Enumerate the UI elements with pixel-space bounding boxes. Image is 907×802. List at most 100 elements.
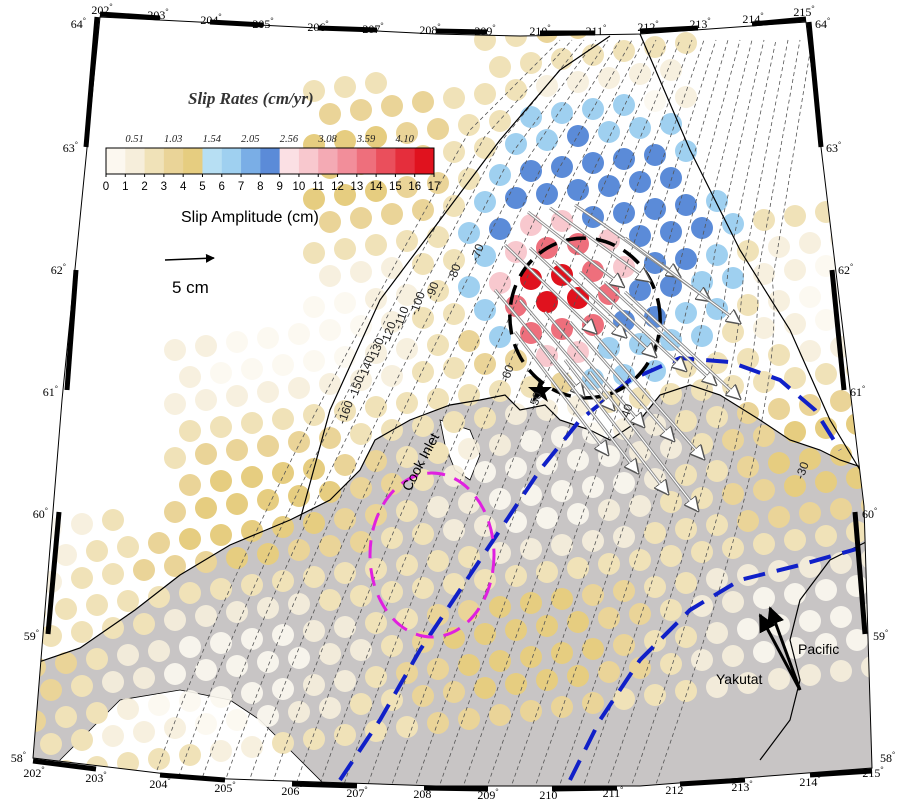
slip-dot xyxy=(830,660,852,682)
slip-dot xyxy=(505,133,527,155)
slip-dot xyxy=(241,736,263,758)
slip-dot xyxy=(334,454,356,476)
right-lat-label: 61° xyxy=(850,384,865,399)
bottom-lon-label: 208° xyxy=(413,786,434,801)
frame-bar xyxy=(551,785,618,792)
slip-dot xyxy=(272,732,294,754)
slip-dot xyxy=(33,602,46,624)
slip-dot xyxy=(846,575,868,597)
slip-dot xyxy=(9,575,31,597)
slip-dot xyxy=(737,618,759,640)
slip-dot xyxy=(164,717,186,739)
depth-contour xyxy=(413,39,693,786)
pacific-label: Pacific xyxy=(798,641,839,657)
slip-dot xyxy=(489,596,511,618)
slip-dot xyxy=(613,40,635,62)
slip-dot xyxy=(117,590,139,612)
slip-dot xyxy=(520,484,542,506)
slip-dot xyxy=(412,523,434,545)
slip-dot xyxy=(458,708,480,730)
slip-dot xyxy=(396,230,418,252)
slip-dot xyxy=(241,358,263,380)
slip-dot xyxy=(660,167,682,189)
slip-dot xyxy=(644,522,666,544)
slip-dot xyxy=(753,209,775,231)
frame-bar xyxy=(317,25,378,33)
slip-dot xyxy=(489,218,511,240)
slip-dot xyxy=(489,704,511,726)
top-lon-label: 207° xyxy=(362,21,383,36)
rate-label: 1.54 xyxy=(203,134,222,145)
slip-dot xyxy=(288,377,310,399)
slip-dot xyxy=(257,435,279,457)
slip-dot xyxy=(691,325,713,347)
colorbar-segment xyxy=(125,148,146,174)
right-lat-label: 58° xyxy=(880,750,895,765)
contour-label: -30 xyxy=(793,460,812,481)
slip-dot xyxy=(799,664,821,686)
slip-dot xyxy=(381,257,403,279)
amplitude-label: 16 xyxy=(408,181,421,193)
slip-dot xyxy=(412,361,434,383)
left-lat-label: 63° xyxy=(63,140,78,155)
slip-dot xyxy=(551,102,573,124)
slip-dot xyxy=(164,447,186,469)
legend-amplitude-labels: 0 1 2 3 4 5 6 7 8 9 10 11 12 13 14 15 16 17 xyxy=(103,181,441,193)
slip-vector-highlight xyxy=(624,291,741,400)
rate-label: 3.08 xyxy=(317,134,337,145)
slip-dot xyxy=(303,350,325,372)
amplitude-label: 3 xyxy=(161,181,167,193)
slip-dot xyxy=(350,99,372,121)
left-lat-label: 60° xyxy=(33,506,48,521)
slip-dot xyxy=(210,470,232,492)
slip-dot xyxy=(551,588,573,610)
frame-bar xyxy=(435,28,488,35)
slip-dot xyxy=(505,187,527,209)
slip-dot xyxy=(288,701,310,723)
slip-dot xyxy=(877,463,899,485)
colorbar-segment xyxy=(260,148,281,174)
slip-dot xyxy=(334,76,356,98)
slip-dot xyxy=(536,291,558,313)
colorbar-segment xyxy=(356,148,377,174)
slip-dot xyxy=(784,421,806,443)
slip-dot xyxy=(396,392,418,414)
amplitude-label: 14 xyxy=(370,181,383,193)
contour-label: -90 xyxy=(423,280,442,301)
slip-vector-highlight xyxy=(554,261,657,358)
slip-dot xyxy=(365,558,387,580)
slip-dot xyxy=(412,685,434,707)
slip-dot xyxy=(892,490,907,512)
left-lat-label: 64° xyxy=(71,16,86,31)
slip-dot xyxy=(675,194,697,216)
slip-dot xyxy=(892,328,907,350)
slip-dot xyxy=(846,413,868,435)
slip-dot xyxy=(71,513,93,535)
slip-dot xyxy=(257,381,279,403)
slip-dot xyxy=(148,694,170,716)
frame-bar xyxy=(679,777,746,787)
slip-dot xyxy=(846,359,868,381)
top-lon-label: 210° xyxy=(529,23,550,38)
slip-dot xyxy=(303,188,325,210)
slip-dot xyxy=(629,117,651,139)
top-lon-label: 215° xyxy=(793,4,814,19)
slip-dot xyxy=(753,371,775,393)
slip-dot xyxy=(567,449,589,471)
slip-dot xyxy=(846,305,868,327)
slip-dot xyxy=(629,495,651,517)
slip-dot xyxy=(195,659,217,681)
slip-dot xyxy=(815,579,837,601)
slip-vector-highlight xyxy=(604,281,717,386)
frame-bar xyxy=(64,269,79,391)
slip-dot xyxy=(443,195,465,217)
slip-dot xyxy=(86,648,108,670)
slip-dot xyxy=(334,238,356,260)
slip-dot xyxy=(784,313,806,335)
colorbar-segment xyxy=(221,148,242,174)
contour-label: -50 xyxy=(526,390,545,411)
slip-dot xyxy=(660,383,682,405)
amplitude-label: 17 xyxy=(428,181,441,193)
slip-dot xyxy=(350,423,372,445)
top-lon-label: 202° xyxy=(91,2,112,17)
